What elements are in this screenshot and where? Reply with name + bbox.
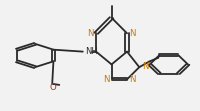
Text: N: N xyxy=(129,75,135,84)
Text: N: N xyxy=(102,75,109,84)
Text: N: N xyxy=(141,61,148,71)
Text: N: N xyxy=(87,29,93,38)
Text: NH: NH xyxy=(85,47,98,56)
Text: N: N xyxy=(129,29,135,38)
Text: O: O xyxy=(49,83,56,92)
